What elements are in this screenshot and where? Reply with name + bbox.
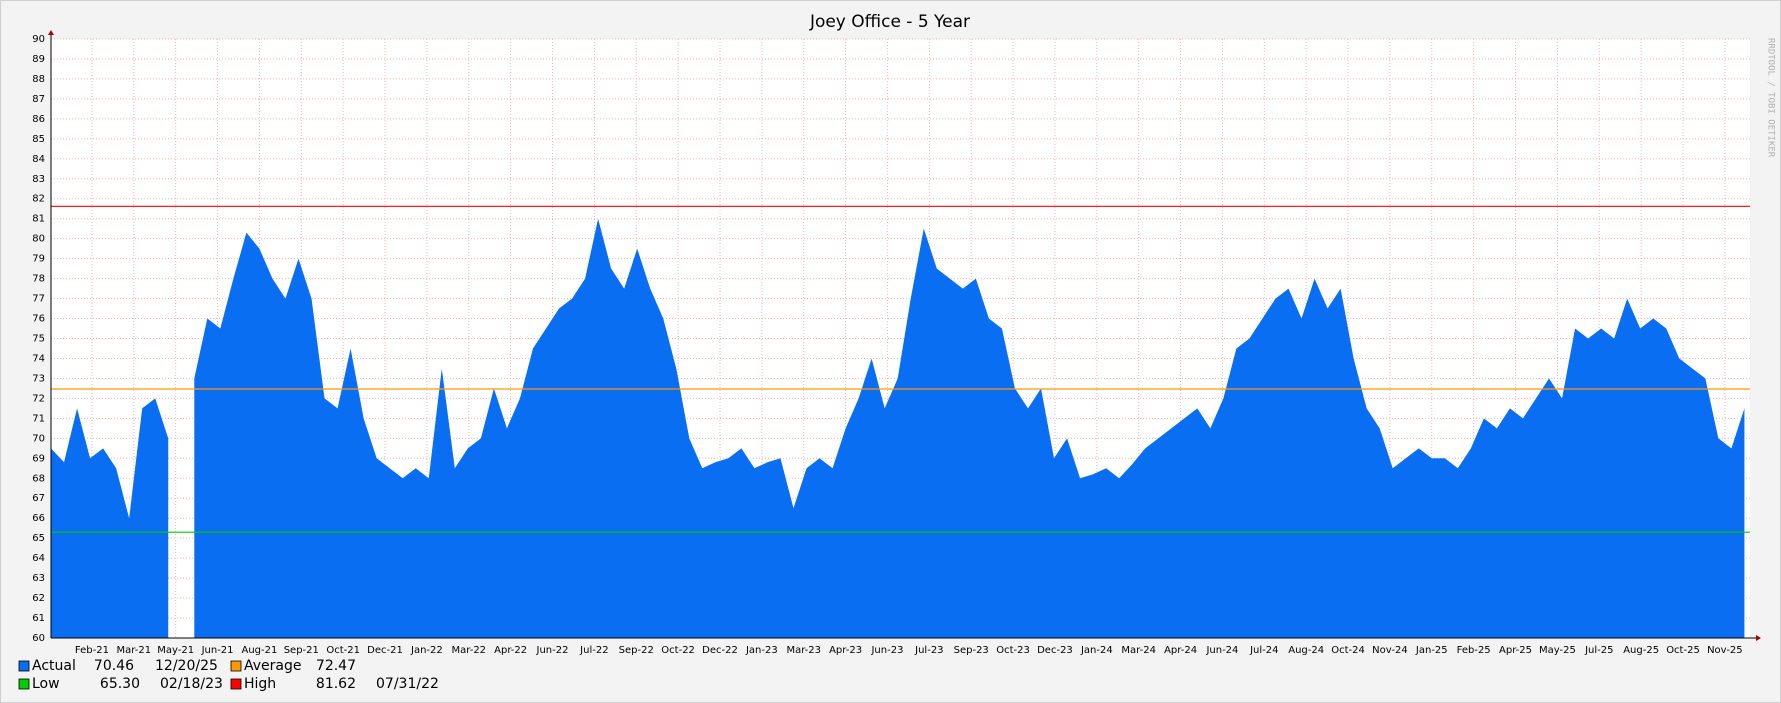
- x-tick-label: Oct-25: [1666, 645, 1700, 656]
- y-tick-label: 74: [32, 353, 45, 364]
- y-tick-label: 88: [32, 74, 45, 85]
- x-tick-label: Nov-25: [1707, 645, 1743, 656]
- y-tick-label: 80: [32, 234, 45, 245]
- y-tick-label: 72: [32, 393, 45, 404]
- legend-date: 02/18/23: [160, 676, 223, 692]
- x-tick-label: Jul-25: [1584, 645, 1613, 656]
- x-tick-label: Apr-22: [494, 645, 527, 656]
- x-tick-label: Apr-25: [1499, 645, 1532, 656]
- y-tick-label: 87: [32, 94, 45, 105]
- y-tick-label: 71: [32, 413, 45, 424]
- x-tick-label: May-25: [1539, 645, 1576, 656]
- y-tick-label: 82: [32, 194, 45, 205]
- y-tick-label: 76: [32, 314, 45, 325]
- legend-value: 70.46: [94, 658, 134, 674]
- x-tick-label: Oct-23: [996, 645, 1030, 656]
- x-tick-label: Dec-23: [1037, 645, 1073, 656]
- x-tick-label: Aug-24: [1288, 645, 1324, 656]
- y-tick-label: 63: [32, 573, 45, 584]
- y-tick-label: 79: [32, 254, 45, 265]
- y-tick-label: 81: [32, 214, 45, 225]
- legend-date: 12/20/25: [155, 658, 218, 674]
- x-tick-label: Oct-21: [326, 645, 360, 656]
- y-tick-label: 86: [32, 114, 45, 125]
- x-tick-label: Jul-24: [1249, 645, 1278, 656]
- chart-title: Joey Office - 5 Year: [809, 12, 970, 32]
- legend-swatch: [230, 678, 242, 690]
- watermark: RRDTOOL / TOBI OETIKER: [1766, 38, 1776, 158]
- x-tick-label: Mar-23: [786, 645, 821, 656]
- x-tick-label: Mar-21: [117, 645, 152, 656]
- legend-swatch: [18, 678, 30, 690]
- y-tick-label: 68: [32, 473, 45, 484]
- x-tick-label: Sep-21: [284, 645, 319, 656]
- y-tick-label: 75: [32, 334, 45, 345]
- y-tick-label: 69: [32, 453, 45, 464]
- x-tick-label: Apr-24: [1164, 645, 1197, 656]
- x-tick-label: Jan-24: [1080, 645, 1113, 656]
- x-tick-label: Jan-22: [410, 645, 443, 656]
- x-tick-label: Jan-23: [745, 645, 778, 656]
- x-tick-label: May-21: [157, 645, 194, 656]
- x-tick-label: Aug-21: [241, 645, 277, 656]
- y-tick-label: 77: [32, 294, 45, 305]
- x-tick-label: Oct-24: [1331, 645, 1365, 656]
- x-tick-label: Jun-23: [870, 645, 903, 656]
- legend-label: Actual: [32, 658, 76, 674]
- y-tick-label: 70: [32, 433, 45, 444]
- legend-value: 81.62: [316, 676, 356, 692]
- x-tick-label: Jun-21: [201, 645, 234, 656]
- x-tick-label: Sep-22: [619, 645, 654, 656]
- legend-date: 07/31/22: [376, 676, 439, 692]
- x-tick-label: Oct-22: [661, 645, 695, 656]
- x-tick-label: Nov-24: [1372, 645, 1408, 656]
- x-tick-label: Jul-22: [579, 645, 608, 656]
- x-tick-label: Feb-25: [1457, 645, 1491, 656]
- legend-swatch: [18, 660, 30, 672]
- x-tick-label: Mar-22: [451, 645, 486, 656]
- axis-arrow: [48, 30, 54, 35]
- legend-label: High: [244, 676, 276, 692]
- axis-arrow: [1756, 635, 1761, 641]
- y-tick-label: 60: [32, 633, 45, 644]
- legend-value: 72.47: [316, 658, 356, 674]
- x-tick-label: Mar-24: [1121, 645, 1156, 656]
- y-tick-label: 62: [32, 593, 45, 604]
- x-tick-label: Aug-25: [1623, 645, 1659, 656]
- x-tick-label: Apr-23: [829, 645, 862, 656]
- legend-label: Low: [32, 676, 60, 692]
- x-tick-label: Dec-22: [702, 645, 738, 656]
- legend-value: 65.30: [100, 676, 140, 692]
- y-tick-label: 78: [32, 274, 45, 285]
- x-tick-label: Dec-21: [367, 645, 403, 656]
- y-tick-label: 90: [32, 34, 45, 45]
- x-tick-label: Sep-23: [954, 645, 989, 656]
- legend-swatch: [230, 660, 242, 672]
- x-tick-label: Jun-22: [536, 645, 569, 656]
- y-tick-label: 61: [32, 613, 45, 624]
- area: [51, 218, 1745, 638]
- y-tick-label: 65: [32, 533, 45, 544]
- legend-label: Average: [244, 658, 302, 674]
- y-tick-label: 83: [32, 174, 45, 185]
- y-tick-label: 66: [32, 513, 45, 524]
- y-tick-label: 73: [32, 373, 45, 384]
- x-tick-label: Jul-23: [914, 645, 943, 656]
- y-tick-label: 67: [32, 493, 45, 504]
- y-tick-label: 84: [32, 154, 45, 165]
- y-tick-label: 64: [32, 553, 45, 564]
- x-tick-label: Jun-24: [1205, 645, 1238, 656]
- y-tick-label: 85: [32, 134, 45, 145]
- x-tick-label: Jan-25: [1415, 645, 1448, 656]
- y-tick-label: 89: [32, 54, 45, 65]
- x-tick-label: Feb-21: [75, 645, 109, 656]
